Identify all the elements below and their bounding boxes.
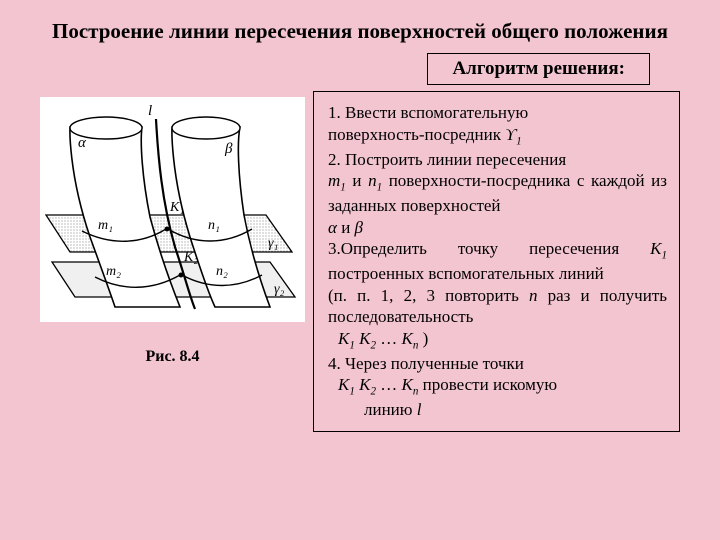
algo-step-1: 1. Ввести вспомогательную поверхность-по… — [328, 102, 667, 148]
label-beta: β — [224, 141, 233, 157]
label-m2: m₂ — [106, 264, 121, 279]
algo-step-4: 4. Через полученные точки K1 K2 … Kn про… — [328, 353, 667, 421]
algorithm-box: 1. Ввести вспомогательную поверхность-по… — [313, 91, 680, 431]
geometry-figure: α β l m₁ m₂ n₁ n₂ K₁ K₂ γ₁ γ₂ — [40, 97, 305, 322]
algorithm-subtitle: Алгоритм решения: — [427, 53, 650, 85]
label-l: l — [148, 103, 152, 119]
subtitle-row: Алгоритм решения: — [40, 53, 680, 85]
figure-column: α β l m₁ m₂ n₁ n₂ K₁ K₂ γ₁ γ₂ Рис. 8.4 — [40, 91, 305, 431]
label-gamma1: γ₁ — [268, 236, 278, 251]
algo-step-3: 3.Определить точку пересечения K1 постро… — [328, 238, 667, 352]
page-title: Построение линии пересечения поверхносте… — [40, 18, 680, 45]
label-alpha: α — [78, 135, 87, 151]
figure-caption: Рис. 8.4 — [145, 348, 199, 366]
label-n1: n₁ — [208, 218, 220, 233]
label-K2: K₂ — [183, 250, 198, 265]
label-n2: n₂ — [216, 264, 228, 279]
label-m1: m₁ — [98, 218, 113, 233]
label-gamma2: γ₂ — [274, 282, 285, 297]
content-area: α β l m₁ m₂ n₁ n₂ K₁ K₂ γ₁ γ₂ Рис. 8.4 1… — [40, 91, 680, 431]
algo-step-2: 2. Построить линии пересечения m1 и n1 п… — [328, 149, 667, 239]
label-K1: K₁ — [169, 200, 184, 215]
